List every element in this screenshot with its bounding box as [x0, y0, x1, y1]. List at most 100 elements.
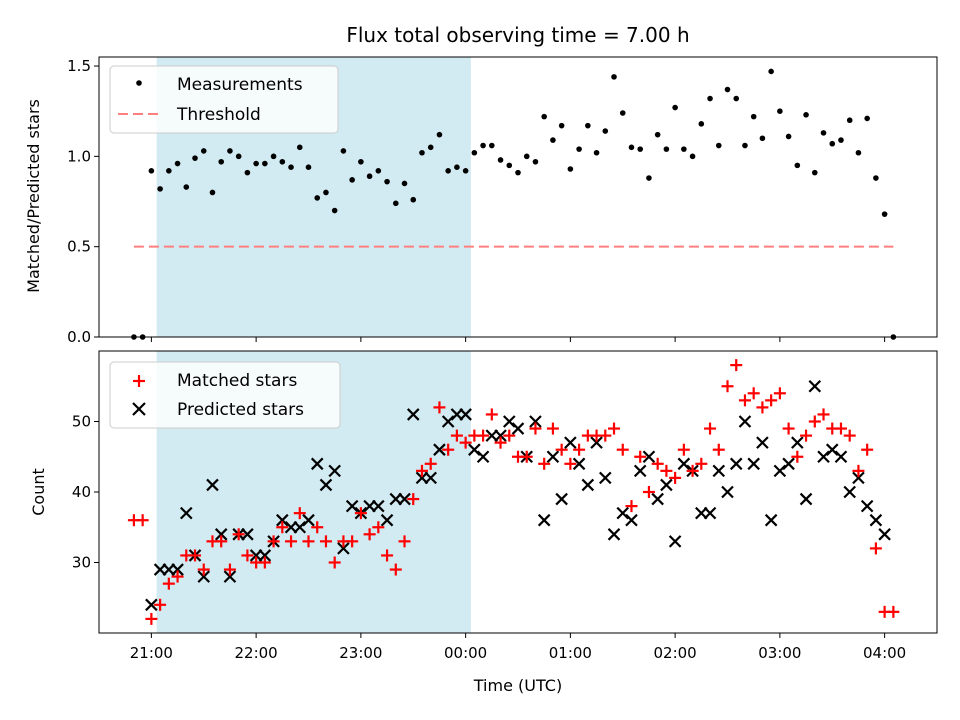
matched-star-marker	[171, 570, 184, 583]
predicted-star-marker	[502, 415, 516, 428]
top-y-tick-label: 1.0	[67, 147, 91, 165]
predicted-star-marker	[843, 485, 856, 499]
predicted-star-marker	[651, 492, 664, 506]
matched-star-marker	[276, 521, 289, 534]
matched-star-marker	[267, 535, 280, 548]
predicted-star-marker	[747, 457, 760, 471]
matched-star-marker	[599, 429, 612, 442]
measurement-point	[296, 144, 303, 151]
measurement-point	[637, 146, 644, 152]
matched-star-marker	[415, 464, 428, 477]
matched-star-marker	[791, 450, 804, 463]
predicted-star-marker	[668, 535, 682, 548]
measurement-point	[567, 166, 574, 172]
predicted-star-marker	[712, 464, 726, 478]
matched-star-marker	[721, 380, 734, 393]
measurement-point	[768, 68, 774, 75]
measurement-point	[427, 144, 434, 151]
predicted-star-marker	[581, 478, 595, 492]
legend-label-measurements: Measurements	[177, 75, 303, 95]
top-plot-frame	[98, 56, 938, 338]
predicted-star-marker	[380, 513, 394, 527]
matched-star-marker	[843, 429, 856, 442]
measurement-point	[410, 196, 417, 203]
top-y-tick-label: 0.0	[67, 328, 91, 346]
measurement-point	[681, 146, 687, 152]
matched-star-marker	[616, 443, 629, 456]
predicted-star-marker	[145, 598, 158, 612]
predicted-star-marker	[258, 549, 272, 562]
predicted-star-marker	[206, 478, 219, 492]
measurement-point	[209, 189, 216, 196]
matched-star-marker	[328, 556, 341, 569]
matched-star-marker	[817, 408, 830, 421]
predicted-star-marker	[337, 542, 350, 555]
measurement-point	[323, 189, 329, 196]
measurement-point	[506, 162, 513, 169]
measurement-point	[611, 74, 617, 80]
measurement-point	[515, 169, 521, 176]
matched-star-marker	[730, 359, 743, 372]
measurement-point	[288, 164, 294, 170]
bottom-y-ticks: 30 40 50	[72, 413, 99, 572]
bottom-legend: Matched stars Predicted stars	[109, 361, 341, 429]
measurement-point	[349, 177, 355, 183]
measurement-point	[401, 180, 408, 187]
measurement-point	[619, 110, 626, 116]
predicted-star-marker	[642, 450, 656, 464]
matched-star-marker	[389, 563, 402, 576]
legend-label-predicted: Predicted stars	[177, 400, 304, 420]
predicted-star-marker	[817, 450, 830, 464]
x-tick-label: 01:00	[549, 644, 592, 662]
matched-star-marker	[398, 535, 411, 548]
matched-star-marker	[642, 486, 655, 498]
matched-star-marker	[520, 450, 533, 463]
matched-star-marker	[258, 556, 271, 569]
matched-star-markers	[127, 359, 900, 625]
x-axis-label: Time (UTC)	[473, 676, 562, 695]
predicted-star-marker	[738, 415, 752, 428]
measurement-point	[646, 175, 652, 181]
matched-star-marker	[538, 457, 551, 470]
measurement-point	[200, 148, 207, 154]
matched-star-marker	[887, 605, 900, 618]
measurement-point	[707, 95, 713, 102]
matched-star-marker	[424, 457, 437, 470]
measurement-point	[375, 168, 382, 174]
x-tick-label: 02:00	[654, 644, 697, 662]
measurement-point	[838, 137, 844, 143]
matched-star-marker	[747, 387, 760, 400]
measurement-point	[759, 135, 766, 142]
predicted-star-marker	[590, 436, 603, 449]
measurement-point	[454, 164, 460, 170]
predicted-star-marker	[328, 464, 341, 478]
measurement-point	[873, 175, 879, 181]
measurement-point	[585, 122, 591, 129]
measurement-point	[820, 130, 827, 136]
bottom-y-tick-label: 30	[72, 554, 91, 572]
matched-star-marker	[564, 457, 577, 470]
measurement-point	[602, 128, 609, 134]
matched-star-marker	[494, 436, 507, 449]
predicted-star-marker	[555, 492, 568, 506]
predicted-star-marker	[468, 443, 481, 456]
matched-star-marker	[302, 535, 315, 548]
matched-star-marker	[782, 422, 795, 435]
predicted-star-marker	[293, 520, 307, 534]
matched-star-marker	[800, 429, 813, 442]
matched-star-marker	[232, 528, 245, 541]
matched-star-marker	[162, 577, 175, 590]
measurement-point	[750, 113, 757, 120]
measurement-point	[340, 148, 347, 154]
measurement-point	[235, 153, 242, 160]
matched-star-marker	[485, 408, 498, 421]
predicted-star-marker	[677, 457, 691, 471]
measurement-point	[384, 178, 390, 185]
legend-label-matched: Matched stars	[177, 371, 297, 391]
predicted-star-marker	[764, 513, 778, 527]
predicted-star-marker	[703, 506, 717, 520]
matched-star-marker	[738, 394, 751, 407]
measurement-point	[166, 168, 172, 174]
matched-star-marker	[293, 507, 306, 520]
matched-star-marker	[223, 563, 236, 576]
